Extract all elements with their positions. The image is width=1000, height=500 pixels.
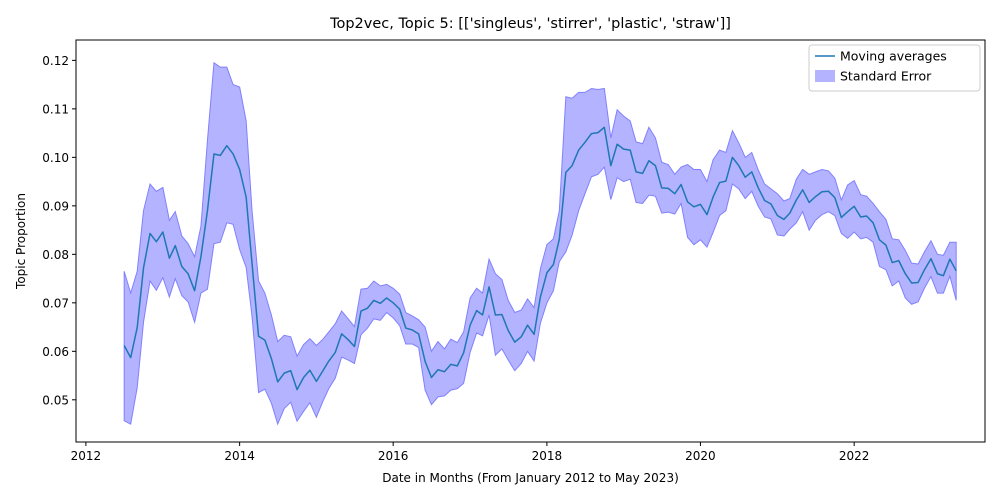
y-tick-label: 0.10	[42, 151, 69, 165]
legend: Moving averages Standard Error	[808, 44, 981, 92]
chart-title: Top2vec, Topic 5: [['singleus', 'stirrer…	[329, 16, 731, 32]
y-tick-label: 0.07	[42, 296, 69, 310]
x-tick-label: 2022	[839, 449, 870, 463]
standard-error-band-layer	[123, 61, 957, 426]
x-tick-label: 2018	[532, 449, 563, 463]
legend-label-standard-error: Standard Error	[840, 69, 932, 84]
x-tick-label: 2016	[378, 449, 409, 463]
y-tick-label: 0.06	[42, 345, 69, 359]
plot-area	[123, 61, 957, 426]
y-axis-label: Topic Proportion	[14, 193, 28, 290]
standard-error-band	[123, 61, 957, 426]
x-tick-label: 2020	[685, 449, 716, 463]
legend-box	[808, 44, 981, 92]
y-tick-label: 0.11	[42, 102, 69, 116]
y-axis-ticks: 0.05 0.06 0.07 0.08 0.09 0.10 0.11 0.12	[42, 54, 76, 407]
y-tick-label: 0.12	[42, 54, 69, 68]
axes-frame	[75, 39, 986, 443]
x-axis-ticks: 2012 2014 2016 2018 2020 2022	[71, 442, 870, 463]
x-axis-label: Date in Months (From January 2012 to May…	[382, 471, 679, 485]
legend-band-swatch	[815, 70, 835, 82]
legend-label-moving-averages: Moving averages	[840, 49, 947, 64]
moving-average-line-layer	[123, 126, 957, 391]
y-tick-label: 0.08	[42, 248, 69, 262]
x-tick-label: 2012	[71, 449, 102, 463]
moving-average-line	[123, 126, 957, 391]
y-tick-label: 0.05	[42, 393, 69, 407]
y-tick-label: 0.09	[42, 199, 69, 213]
x-tick-label: 2014	[224, 449, 255, 463]
